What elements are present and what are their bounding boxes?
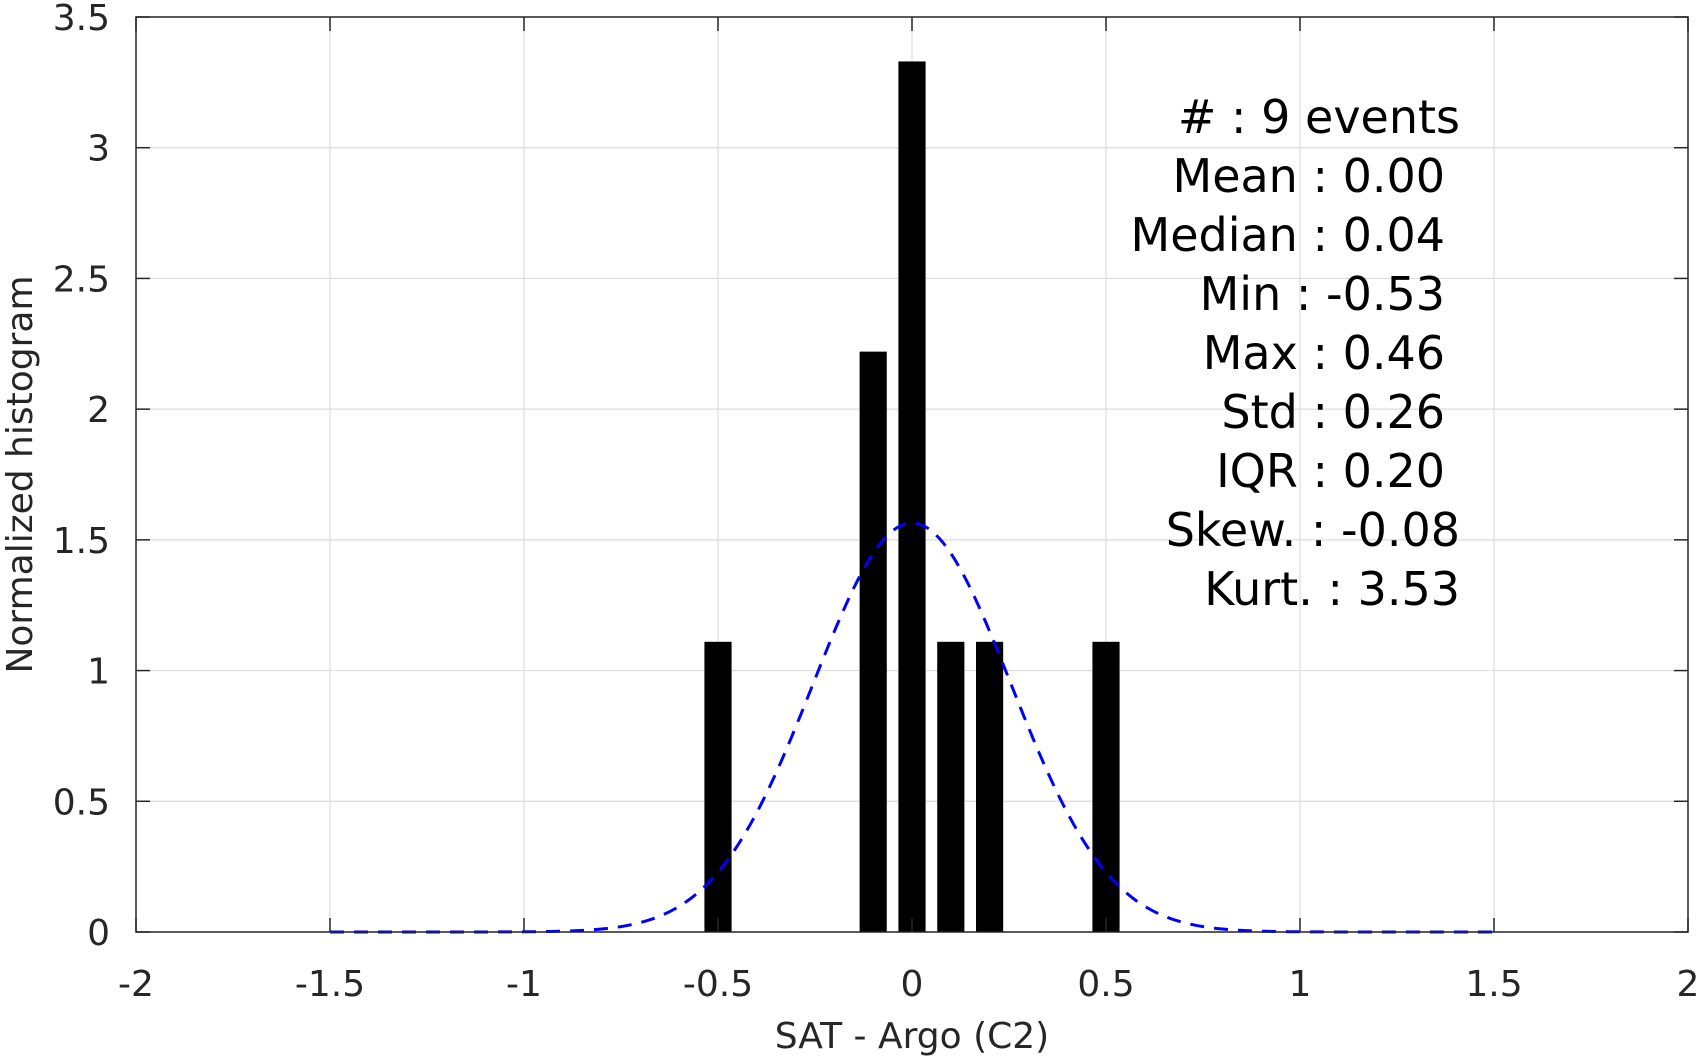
y-tick-label: 2.5 bbox=[53, 259, 110, 300]
x-tick-label: 1 bbox=[1289, 964, 1312, 1005]
stat-events: # : 9 events bbox=[1178, 90, 1460, 144]
x-axis-label: SAT - Argo (C2) bbox=[775, 1016, 1049, 1056]
histogram-bar bbox=[704, 641, 732, 932]
y-tick-label: 1 bbox=[87, 652, 110, 693]
stat-kurt: Kurt. : 3.53 bbox=[1204, 562, 1460, 616]
histogram-bars bbox=[704, 61, 1120, 933]
y-tick-label: 2 bbox=[87, 390, 110, 431]
stat-skew: Skew. : -0.08 bbox=[1166, 503, 1460, 557]
stat-median: Median : 0.04 bbox=[1131, 208, 1445, 262]
histogram-bar bbox=[976, 641, 1004, 932]
y-tick-label: 0.5 bbox=[53, 782, 110, 823]
histogram-bar bbox=[898, 61, 926, 932]
x-tick-labels: -2 -1.5 -1 -0.5 0 0.5 1 1.5 2 bbox=[118, 964, 1699, 1005]
histogram-bar bbox=[1092, 641, 1120, 932]
y-axis-label: Normalized histogram bbox=[0, 275, 41, 673]
x-tick-label: -1.5 bbox=[295, 964, 365, 1005]
x-tick-label: 1.5 bbox=[1465, 964, 1522, 1005]
histogram-bar bbox=[859, 351, 887, 933]
statistics-annotation: # : 9 events Mean : 0.00 Median : 0.04 M… bbox=[1131, 90, 1460, 616]
x-tick-label: 0.5 bbox=[1077, 964, 1134, 1005]
y-tick-labels: 0 0.5 1 1.5 2 2.5 3 3.5 bbox=[53, 0, 110, 954]
y-tick-label: 1.5 bbox=[53, 521, 110, 562]
stat-mean: Mean : 0.00 bbox=[1173, 149, 1446, 203]
axis-ticks bbox=[135, 16, 1689, 933]
y-tick-label: 3 bbox=[87, 129, 110, 170]
stat-max: Max : 0.46 bbox=[1203, 326, 1445, 380]
y-tick-label: 0 bbox=[87, 913, 110, 954]
stat-min: Min : -0.53 bbox=[1200, 267, 1445, 321]
x-tick-label: 0 bbox=[901, 964, 924, 1005]
stat-std: Std : 0.26 bbox=[1221, 385, 1445, 439]
x-tick-label: -0.5 bbox=[683, 964, 753, 1005]
stat-iqr: IQR : 0.20 bbox=[1216, 444, 1445, 498]
x-tick-label: -1 bbox=[506, 964, 542, 1005]
histogram-bar bbox=[937, 641, 965, 932]
x-tick-label: 2 bbox=[1677, 964, 1700, 1005]
y-tick-label: 3.5 bbox=[53, 0, 110, 39]
x-tick-label: -2 bbox=[118, 964, 154, 1005]
